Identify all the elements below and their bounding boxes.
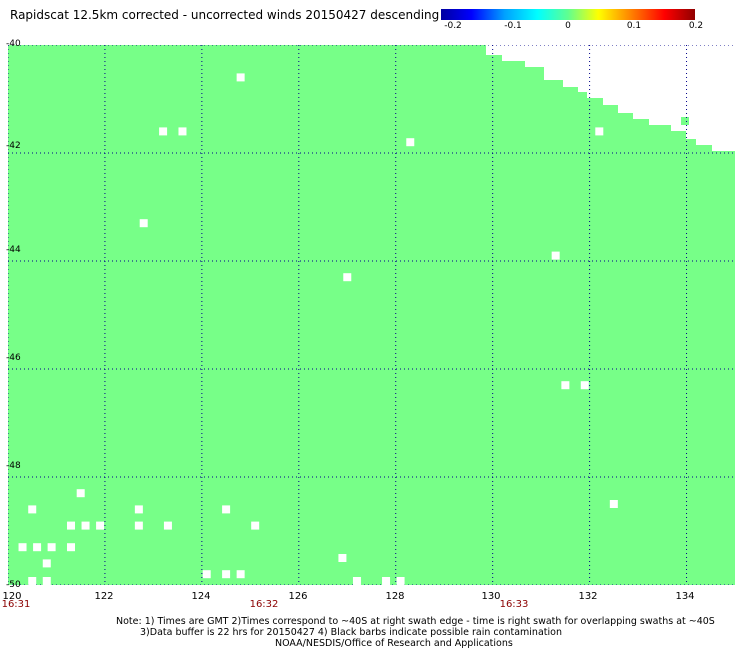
missing-data-cell bbox=[580, 381, 589, 390]
time-label: 16:33 bbox=[499, 599, 529, 610]
missing-swath-region bbox=[586, 45, 735, 85]
colorbar-tick: -0.2 bbox=[444, 21, 462, 31]
missing-data-cell bbox=[67, 521, 76, 530]
missing-data-cell bbox=[236, 570, 245, 579]
missing-data-cell bbox=[343, 273, 352, 282]
missing-data-cell bbox=[396, 577, 405, 585]
missing-data-cell bbox=[551, 251, 560, 260]
lat-label: -44 bbox=[6, 245, 21, 255]
lon-label: 124 bbox=[191, 591, 211, 602]
missing-data-cell bbox=[178, 127, 187, 136]
lat-label: -46 bbox=[6, 353, 21, 363]
lon-label: 126 bbox=[288, 591, 308, 602]
lat-label: -42 bbox=[6, 141, 21, 151]
lon-label: 134 bbox=[675, 591, 695, 602]
time-label: 16:31 bbox=[1, 599, 31, 610]
missing-data-cell bbox=[202, 570, 211, 579]
lat-label: -40 bbox=[6, 39, 21, 49]
missing-data-cell bbox=[134, 521, 143, 530]
wind-difference-map bbox=[8, 45, 735, 585]
footnote-credit: NOAA/NESDIS/Office of Research and Appli… bbox=[275, 638, 513, 649]
time-label: 16:32 bbox=[249, 599, 279, 610]
missing-data-cell bbox=[47, 543, 56, 552]
colorbar bbox=[441, 9, 695, 20]
missing-data-cell bbox=[139, 219, 148, 228]
missing-data-cell bbox=[18, 543, 27, 552]
missing-data-cell bbox=[609, 500, 618, 508]
footnote-line-2: 3)Data buffer is 22 hrs for 20150427 4) … bbox=[140, 627, 562, 638]
missing-data-cell bbox=[28, 505, 37, 514]
missing-data-cell bbox=[42, 559, 51, 568]
missing-data-cell bbox=[561, 381, 570, 390]
missing-data-cell bbox=[222, 570, 231, 579]
lon-label: 122 bbox=[94, 591, 114, 602]
missing-data-cell bbox=[159, 127, 168, 136]
missing-data-cell bbox=[33, 543, 42, 552]
missing-data-cell bbox=[96, 521, 105, 530]
missing-data-cells bbox=[18, 73, 618, 585]
footnote-line-1: Note: 1) Times are GMT 2)Times correspon… bbox=[116, 616, 715, 627]
missing-data-cell bbox=[76, 489, 85, 498]
missing-data-cell bbox=[406, 138, 415, 147]
lon-label: 130 bbox=[481, 591, 501, 602]
missing-data-cell bbox=[251, 521, 260, 530]
missing-data-cell bbox=[134, 505, 143, 514]
colorbar-tick: 0.1 bbox=[626, 21, 642, 31]
missing-data-cell bbox=[42, 577, 51, 585]
missing-data-cell bbox=[67, 543, 76, 552]
missing-data-cell bbox=[382, 577, 391, 585]
lat-label: -50 bbox=[6, 580, 21, 590]
missing-data-cell bbox=[236, 73, 245, 82]
colorbar-tick: 0.2 bbox=[688, 21, 704, 31]
missing-data-cell bbox=[163, 521, 172, 530]
colorbar-tick: -0.1 bbox=[504, 21, 522, 31]
missing-data-cell bbox=[81, 521, 90, 530]
lon-label: 128 bbox=[385, 591, 405, 602]
missing-data-cell bbox=[338, 554, 347, 562]
missing-swath-region bbox=[486, 45, 735, 151]
missing-data-cell bbox=[222, 505, 231, 514]
lon-label: 120 bbox=[2, 591, 22, 602]
chart-title: Rapidscat 12.5km corrected - uncorrected… bbox=[10, 8, 440, 22]
data-cell bbox=[681, 117, 689, 125]
missing-data-cell bbox=[28, 577, 37, 585]
colorbar-tick: 0 bbox=[565, 21, 571, 31]
missing-data-cell bbox=[352, 577, 361, 585]
missing-data-cell bbox=[595, 127, 604, 136]
lat-label: -48 bbox=[6, 461, 21, 471]
lon-label: 132 bbox=[578, 591, 598, 602]
map-background bbox=[8, 45, 735, 585]
